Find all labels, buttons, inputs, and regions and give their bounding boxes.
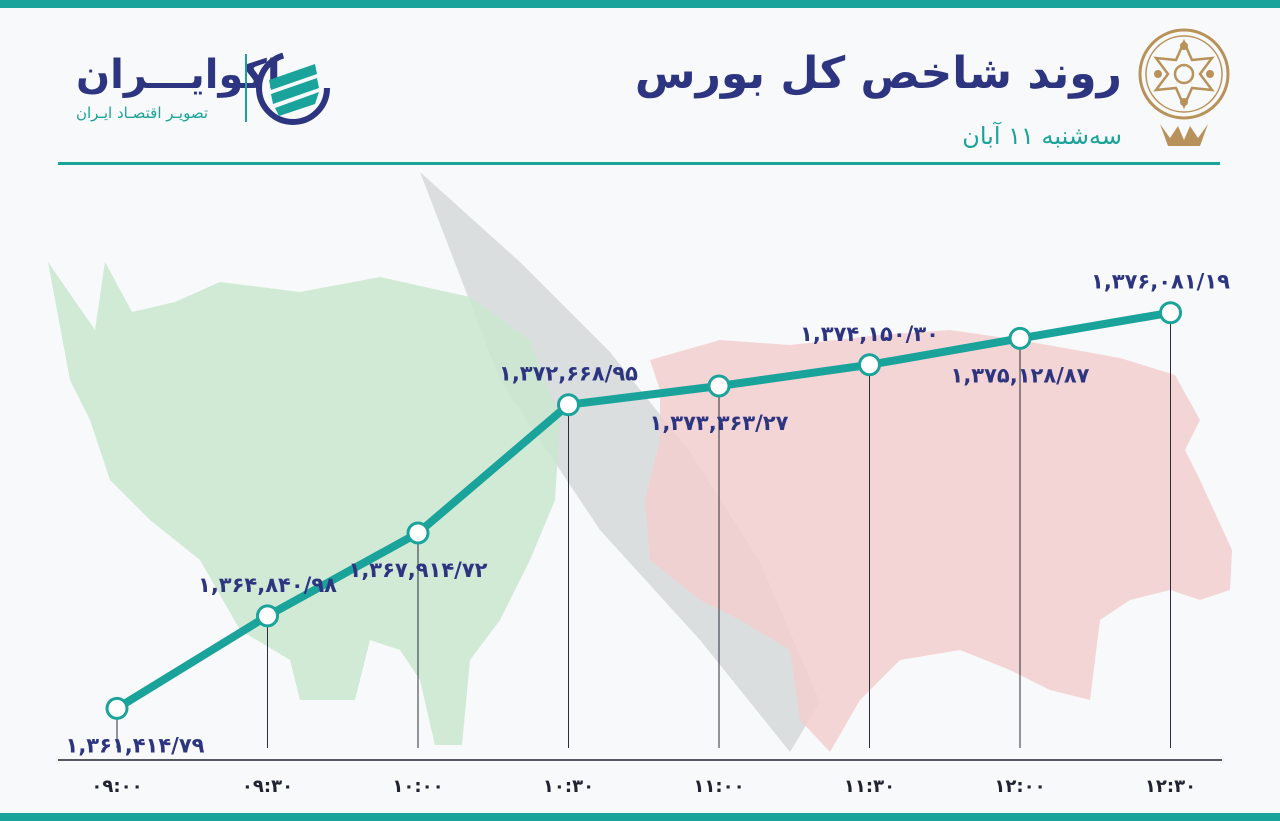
- x-tick-label: ۱۱:۳۰: [844, 776, 895, 797]
- data-label: ۱,۳۶۷,۹۱۴/۷۲: [349, 558, 488, 582]
- data-label: ۱,۳۶۴,۸۴۰/۹۸: [198, 573, 337, 597]
- x-tick-label: ۱۰:۰۰: [392, 776, 443, 797]
- x-tick-label: ۰۹:۳۰: [242, 776, 293, 797]
- x-tick-label: ۰۹:۰۰: [91, 776, 142, 797]
- data-label: ۱,۳۷۶,۰۸۱/۱۹: [1091, 270, 1230, 294]
- data-label: ۱,۳۷۴,۱۵۰/۳۰: [800, 322, 939, 346]
- x-tick-label: ۱۲:۰۰: [994, 776, 1045, 797]
- data-point: [256, 604, 279, 628]
- x-tick-label: ۱۲:۳۰: [1145, 776, 1196, 797]
- index-series-line: [113, 308, 1175, 713]
- brand-name: اکوایـــران: [76, 52, 281, 98]
- brand-tagline: تصویـر اقتصـاد ایـران: [76, 104, 209, 122]
- brand-divider: [245, 54, 247, 122]
- data-point: [406, 521, 430, 545]
- tehran-stock-exchange-seal-icon: [1138, 28, 1230, 146]
- data-label: ۱,۳۷۲,۶۶۸/۹۵: [499, 362, 638, 386]
- bear-shape-icon: [645, 330, 1232, 752]
- data-point: [557, 393, 580, 417]
- data-label: ۱,۳۶۱,۴۱۴/۷۹: [66, 733, 205, 757]
- data-point: [707, 374, 731, 398]
- bull-bear-background: [48, 172, 1232, 752]
- bottom-accent-bar: [0, 813, 1280, 821]
- data-point: [105, 696, 129, 720]
- header-divider: [58, 162, 1220, 165]
- bull-shape-icon: [48, 262, 560, 745]
- page-date: سه‌شنبه ۱۱ آبان: [962, 122, 1122, 150]
- top-accent-bar: [0, 0, 1280, 8]
- data-label: ۱,۳۷۵,۱۲۸/۸۷: [951, 363, 1090, 387]
- ecoiran-logo-icon: [256, 51, 330, 125]
- x-tick-label: ۱۰:۳۰: [543, 776, 594, 797]
- data-point: [1159, 301, 1182, 325]
- data-point: [858, 353, 881, 377]
- data-label: ۱,۳۷۳,۳۶۳/۲۷: [650, 411, 789, 435]
- page-title: روند شاخص کل بورس: [634, 48, 1122, 99]
- x-tick-label: ۱۱:۰۰: [693, 776, 744, 797]
- data-point: [1008, 326, 1032, 350]
